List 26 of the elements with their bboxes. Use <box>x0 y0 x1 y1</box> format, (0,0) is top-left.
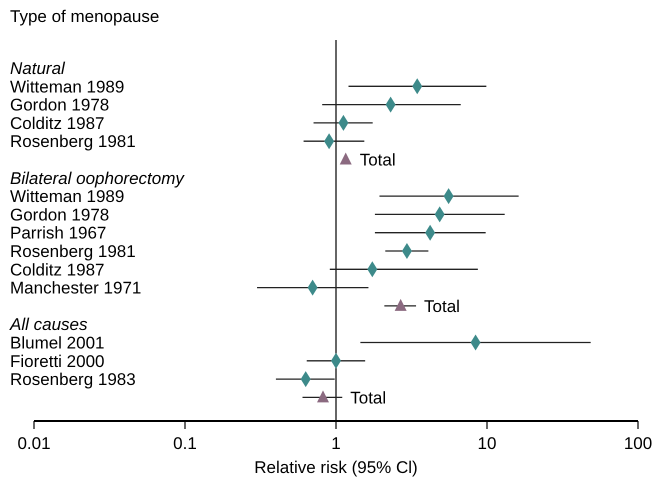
y-tick-label: Natural <box>10 58 66 78</box>
x-axis-title: Relative risk (95% Cl) <box>254 458 418 477</box>
text: Total <box>350 388 386 408</box>
text: Total <box>424 296 460 316</box>
y-tick-label: Parrish 1967 <box>10 224 106 243</box>
y-tick-label: Rosenberg 1983 <box>10 370 136 390</box>
y-tick-label: Gordon 1978 <box>10 205 110 224</box>
series-label: Total <box>360 150 396 170</box>
y-tick-label: Gordon 1978 <box>10 96 110 115</box>
x-tick-label: 100 <box>624 434 652 453</box>
y-tick-label: Colditz 1987 <box>10 114 105 133</box>
y-tick-label: Witteman 1989 <box>10 187 124 206</box>
y-tick-label: Rosenberg 1981 <box>10 132 136 152</box>
y-tick-label: Blumel 2001 <box>10 333 105 352</box>
y-tick-label: Fioretti 2000 <box>10 352 104 371</box>
x-tick-label: 10 <box>478 434 496 453</box>
x-tick-label: 0.1 <box>173 434 197 453</box>
y-tick-label: Witteman 1989 <box>10 77 124 96</box>
x-tick-label: 0.01 <box>17 434 51 453</box>
y-tick-label: All causes <box>9 315 88 334</box>
x-tick-label: 1 <box>331 434 341 453</box>
chart-title: Type of menopause <box>10 7 160 26</box>
y-tick-label: Bilateral oophorectomy <box>10 168 186 188</box>
y-tick-label: Colditz 1987 <box>10 260 105 280</box>
y-tick-label: Manchester 1971 <box>10 278 142 298</box>
y-tick-label: Rosenberg 1981 <box>10 242 136 261</box>
